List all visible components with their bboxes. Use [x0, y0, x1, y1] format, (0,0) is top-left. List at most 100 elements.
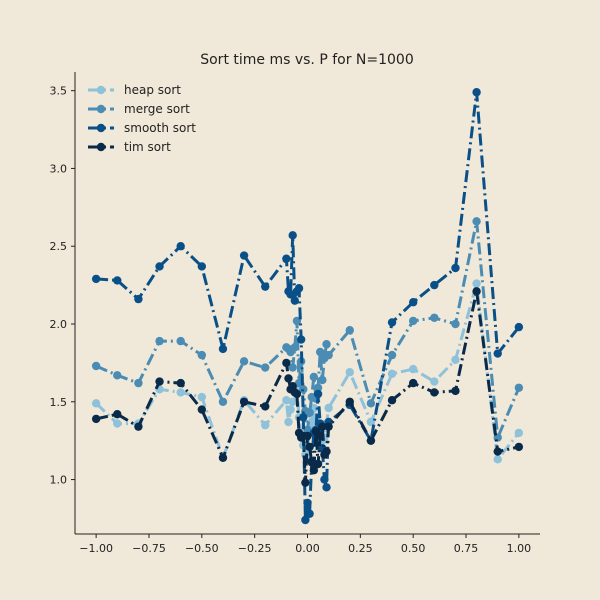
- y-tick-label: 2.0: [50, 318, 68, 331]
- data-point: [292, 389, 302, 399]
- data-point: [451, 355, 460, 364]
- data-point: [303, 498, 312, 508]
- data-point: [284, 417, 293, 427]
- data-point: [387, 369, 397, 378]
- data-point: [299, 413, 308, 422]
- data-point: [451, 386, 460, 396]
- data-point: [366, 417, 376, 427]
- y-tick-label: 1.5: [50, 396, 68, 409]
- x-tick-label: −1.00: [79, 542, 113, 555]
- data-point: [472, 279, 481, 288]
- y-tick-label: 3.5: [50, 85, 68, 98]
- data-point: [387, 396, 397, 405]
- data-point: [313, 383, 323, 392]
- x-tick-label: −0.25: [238, 542, 272, 555]
- data-point: [218, 344, 228, 354]
- data-point: [282, 396, 291, 405]
- data-point: [155, 262, 164, 271]
- data-point: [313, 389, 323, 399]
- data-point: [301, 478, 310, 487]
- data-point: [299, 385, 308, 394]
- data-point: [282, 254, 291, 263]
- data-point: [472, 217, 481, 226]
- data-point: [91, 361, 101, 371]
- data-point: [408, 364, 418, 374]
- data-point: [430, 377, 439, 386]
- data-point: [305, 408, 314, 417]
- data-point: [239, 251, 249, 260]
- data-point: [301, 515, 310, 525]
- data-point: [303, 425, 312, 434]
- data-point: [387, 318, 397, 327]
- data-point: [239, 357, 249, 366]
- data-point: [284, 374, 293, 383]
- data-point: [322, 447, 331, 456]
- data-point: [322, 340, 331, 349]
- data-point: [176, 242, 185, 251]
- data-point: [134, 378, 143, 388]
- legend: heap sort merge sort smooth sort tim sort: [88, 83, 196, 154]
- data-point: [91, 399, 101, 408]
- x-tick-label: 0.75: [454, 542, 479, 555]
- data-point: [113, 276, 122, 285]
- data-point: [366, 399, 376, 408]
- data-point: [239, 397, 249, 406]
- data-point: [320, 475, 329, 484]
- data-point: [322, 483, 331, 492]
- data-point: [197, 350, 207, 360]
- data-point: [286, 405, 295, 414]
- data-point: [296, 335, 306, 344]
- x-tick-label: 0.25: [348, 542, 373, 555]
- data-point: [134, 294, 143, 304]
- data-point: [176, 378, 185, 388]
- data-point: [387, 350, 397, 360]
- data-point: [430, 280, 439, 290]
- data-point: [324, 403, 333, 413]
- data-point: [493, 455, 502, 464]
- x-tick-label: 0.00: [295, 542, 320, 555]
- y-tick-label: 3.0: [50, 162, 68, 175]
- data-point: [197, 405, 207, 414]
- legend-marker: [96, 142, 106, 152]
- data-point: [514, 442, 524, 452]
- data-point: [408, 378, 418, 388]
- legend-marker: [96, 123, 106, 133]
- series-layer: [91, 88, 524, 525]
- data-point: [261, 420, 270, 430]
- data-point: [430, 388, 439, 397]
- data-point: [155, 336, 164, 346]
- data-point: [315, 347, 325, 357]
- data-point: [261, 363, 270, 372]
- data-point: [288, 363, 297, 372]
- data-point: [493, 447, 502, 456]
- data-point: [345, 397, 354, 406]
- data-point: [286, 290, 295, 299]
- legend-label: heap sort: [124, 83, 181, 97]
- data-point: [307, 458, 316, 467]
- series-line: [95, 282, 521, 461]
- data-point: [197, 392, 207, 402]
- legend-marker: [96, 104, 106, 114]
- data-point: [113, 419, 122, 428]
- data-point: [430, 313, 439, 322]
- data-point: [309, 466, 319, 475]
- data-point: [318, 422, 327, 431]
- data-point: [290, 296, 300, 305]
- data-point: [197, 262, 207, 271]
- data-point: [282, 358, 291, 368]
- series-merge-sort: [91, 217, 524, 442]
- data-point: [288, 231, 297, 240]
- legend-label: smooth sort: [124, 121, 196, 135]
- data-point: [514, 428, 524, 438]
- legend-marker: [96, 85, 106, 95]
- data-point: [309, 372, 319, 382]
- data-point: [303, 431, 312, 441]
- data-point: [324, 350, 333, 360]
- data-point: [261, 402, 270, 411]
- data-point: [493, 349, 502, 358]
- series-line: [95, 219, 521, 440]
- data-point: [91, 274, 101, 284]
- data-point: [305, 509, 314, 518]
- data-point: [408, 316, 418, 326]
